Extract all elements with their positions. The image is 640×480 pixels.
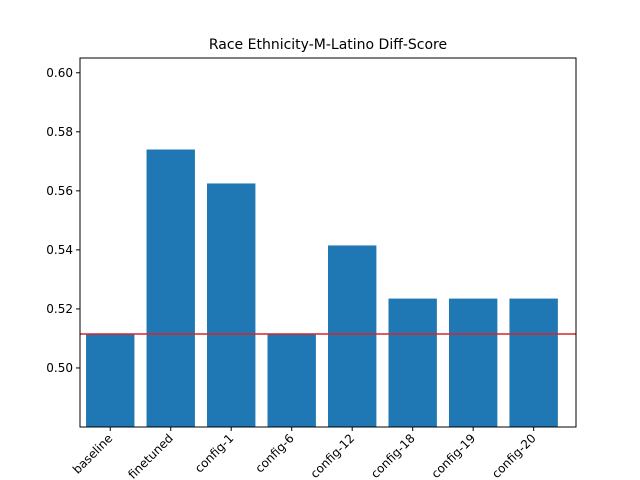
y-tick-label: 0.60: [46, 66, 73, 80]
x-tick-label: finetuned: [125, 431, 176, 480]
x-tick-label: config-18: [368, 431, 418, 480]
bar-config-20: [509, 298, 558, 427]
x-tick-label: config-20: [489, 431, 539, 480]
bar-config-18: [388, 298, 437, 427]
y-tick-label: 0.52: [46, 302, 73, 316]
y-tick-label: 0.58: [46, 125, 73, 139]
x-tick-label: config-6: [253, 431, 297, 475]
chart-title: Race Ethnicity-M-Latino Diff-Score: [209, 37, 447, 53]
bars-group: [86, 149, 558, 427]
y-tick-label: 0.54: [46, 243, 73, 257]
y-tick-label: 0.56: [46, 184, 73, 198]
x-tick-label: config-19: [429, 431, 479, 480]
bar-config-12: [328, 245, 377, 427]
y-axis-ticks: 0.50 0.52 0.54 0.56 0.58 0.60: [46, 66, 80, 375]
bar-finetuned: [146, 149, 195, 427]
plot-frame: [79, 57, 577, 428]
y-tick-label: 0.50: [46, 361, 73, 375]
x-tick-label: baseline: [70, 431, 115, 476]
bar-config-19: [448, 298, 498, 427]
x-tick-label: config-12: [308, 431, 358, 480]
x-axis-ticks: baseline finetuned config-1 config-6 config-…: [70, 427, 539, 480]
bar-baseline: [86, 334, 135, 427]
bar-config-6: [267, 334, 316, 427]
x-tick-label: config-1: [192, 431, 236, 475]
bar-config-1: [207, 183, 256, 427]
